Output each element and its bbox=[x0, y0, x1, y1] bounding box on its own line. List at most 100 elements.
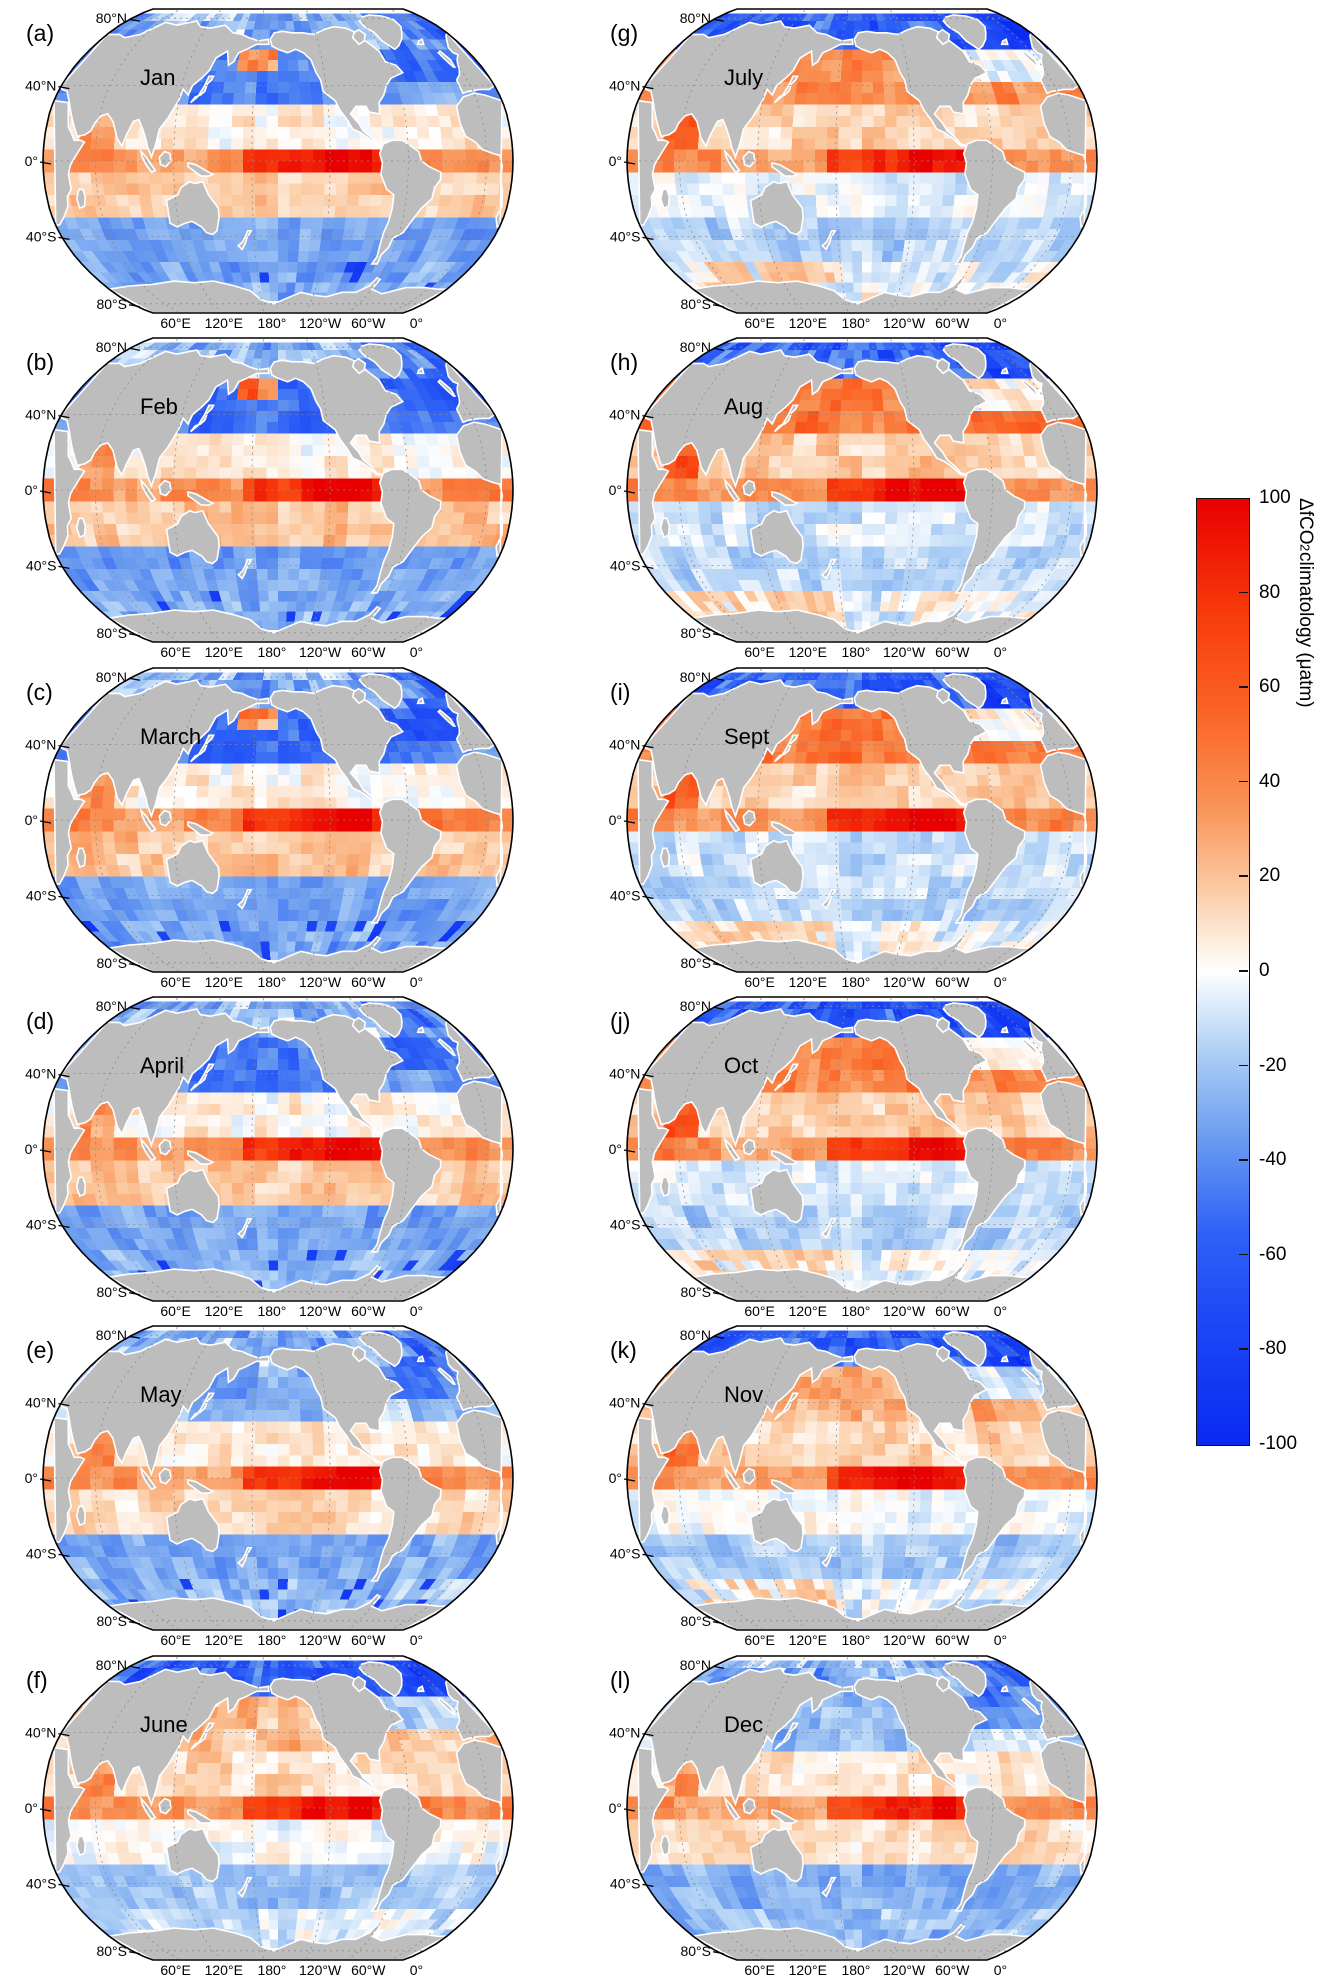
land-africa_east bbox=[53, 1087, 86, 1214]
land-japan bbox=[189, 75, 215, 104]
lon-tick-label: 180° bbox=[257, 1632, 286, 1648]
lat-tick-label: 0° bbox=[25, 812, 38, 828]
land-new_guinea bbox=[771, 1808, 799, 1824]
lon-tick-label: 60°W bbox=[351, 1962, 386, 1976]
lat-tick-label: 40°S bbox=[610, 1875, 641, 1891]
lon-tick-label: 60°W bbox=[351, 1303, 386, 1319]
lon-tick-label: 60°W bbox=[351, 644, 386, 660]
land-iceland bbox=[416, 38, 425, 46]
land-eurasia bbox=[644, 1008, 854, 1148]
land-africa_west bbox=[455, 92, 504, 229]
land-eurasia bbox=[60, 20, 270, 160]
lon-tick-label: 0° bbox=[994, 1632, 1007, 1648]
lon-tick-label: 120°W bbox=[883, 1303, 926, 1319]
lat-tick-label: 80°N bbox=[96, 1657, 127, 1673]
map-outline bbox=[42, 667, 514, 973]
map-outline bbox=[42, 337, 514, 643]
land-sumatra bbox=[139, 477, 157, 503]
land-africa_west bbox=[1039, 1080, 1088, 1217]
lat-tick-label: 40°N bbox=[609, 1395, 640, 1411]
lon-tick-label: 0° bbox=[994, 1962, 1007, 1976]
land-north_america bbox=[269, 684, 405, 806]
lat-tick-label: 40°S bbox=[26, 1875, 57, 1891]
land-greenland bbox=[942, 14, 987, 51]
lat-tick-label: 80°S bbox=[680, 1943, 711, 1959]
panel-sept-map bbox=[627, 669, 1097, 972]
land-baffin bbox=[935, 1016, 951, 1034]
land-madagascar bbox=[659, 188, 671, 210]
lon-tick-label: 120°E bbox=[789, 315, 827, 331]
land-madagascar bbox=[659, 517, 671, 539]
lon-tick-label: 120°E bbox=[205, 315, 243, 331]
lon-tick-label: 60°E bbox=[744, 315, 775, 331]
panel-month-label: Oct bbox=[724, 1053, 758, 1078]
lat-tick-label: 40°N bbox=[25, 1725, 56, 1741]
land-south_america bbox=[370, 1456, 442, 1582]
lat-tick-label: 0° bbox=[25, 153, 38, 169]
land-iceland bbox=[1000, 367, 1009, 375]
lon-tick-label: 60°W bbox=[351, 974, 386, 990]
lon-tick-label: 120°W bbox=[883, 974, 926, 990]
land-baffin bbox=[935, 1345, 951, 1363]
panel-letter: (d) bbox=[26, 1008, 54, 1034]
land-uk bbox=[1021, 1697, 1041, 1715]
land-greenland bbox=[942, 1002, 987, 1039]
lon-tick-label: 120°W bbox=[299, 974, 342, 990]
land-australia bbox=[165, 839, 220, 895]
map-outline bbox=[626, 337, 1098, 643]
land-north_america bbox=[853, 1672, 989, 1794]
land-sumatra bbox=[139, 1795, 157, 1821]
panel-letter: (g) bbox=[610, 20, 638, 46]
panel-month-label: Jan bbox=[140, 65, 175, 90]
lat-tick-label: 80°S bbox=[96, 1284, 127, 1300]
panel-oct-map bbox=[627, 998, 1097, 1301]
land-greenland bbox=[942, 1661, 987, 1698]
panel-letter: (j) bbox=[610, 1008, 630, 1034]
land-uk bbox=[437, 50, 457, 68]
panel-letter: (h) bbox=[610, 349, 638, 375]
lat-tick-label: 0° bbox=[609, 1141, 622, 1157]
map-outline bbox=[626, 996, 1098, 1302]
colorbar-tick-mark bbox=[1239, 970, 1248, 972]
land-madagascar bbox=[659, 1835, 671, 1857]
lon-tick-label: 0° bbox=[410, 1632, 423, 1648]
land-north_america bbox=[853, 354, 989, 476]
panel-feb-map bbox=[43, 339, 513, 642]
lat-tick-label: 80°N bbox=[96, 1327, 127, 1343]
land-new_zealand bbox=[236, 229, 253, 251]
land-uk bbox=[1021, 1367, 1041, 1385]
land-new_zealand bbox=[236, 1217, 253, 1239]
lon-tick-label: 120°E bbox=[789, 1303, 827, 1319]
lat-tick-label: 0° bbox=[609, 1470, 622, 1486]
panel-letter: (a) bbox=[26, 20, 54, 46]
land-sumatra bbox=[723, 148, 741, 174]
land-north_america bbox=[269, 354, 405, 476]
land-africa_west bbox=[1039, 1739, 1088, 1876]
land-madagascar bbox=[75, 1176, 87, 1198]
panel-month-label: July bbox=[724, 65, 763, 90]
panel-letter: (l) bbox=[610, 1667, 630, 1693]
lat-tick-label: 0° bbox=[25, 1141, 38, 1157]
land-new_guinea bbox=[771, 820, 799, 836]
land-africa_west bbox=[1039, 1409, 1088, 1546]
panel-month-label: May bbox=[140, 1382, 182, 1407]
land-japan bbox=[189, 1392, 215, 1421]
panel-month-label: March bbox=[140, 724, 201, 749]
panel-letter: (e) bbox=[26, 1337, 54, 1363]
land-new_zealand bbox=[820, 1217, 837, 1239]
lon-tick-label: 120°W bbox=[883, 1632, 926, 1648]
land-africa_east bbox=[53, 1416, 86, 1543]
lat-tick-label: 40°N bbox=[25, 737, 56, 753]
panel-jan-map bbox=[43, 10, 513, 313]
colorbar-tick-mark bbox=[1239, 1159, 1248, 1161]
land-new_zealand bbox=[820, 1546, 837, 1568]
land-sumatra bbox=[139, 807, 157, 833]
colorbar-tick-label: 0 bbox=[1259, 960, 1270, 981]
panel-april-map bbox=[43, 998, 513, 1301]
land-uk bbox=[437, 379, 457, 397]
land-australia bbox=[749, 1168, 804, 1224]
lat-tick-label: 0° bbox=[609, 812, 622, 828]
lon-tick-label: 180° bbox=[841, 1303, 870, 1319]
lon-tick-label: 0° bbox=[410, 1962, 423, 1976]
lat-tick-label: 80°S bbox=[680, 625, 711, 641]
